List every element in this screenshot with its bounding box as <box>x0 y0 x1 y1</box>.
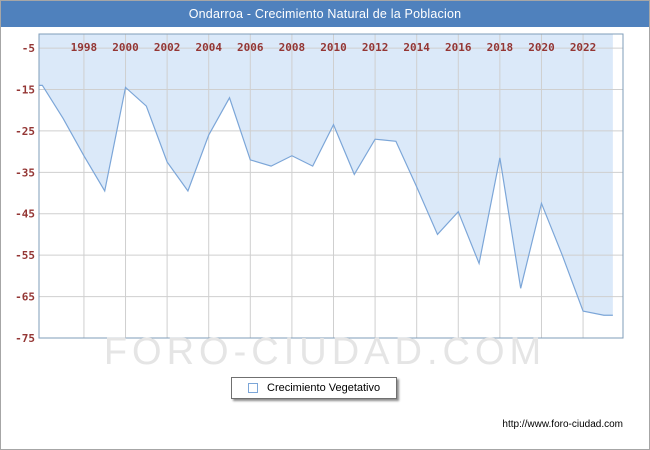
chart-title: Ondarroa - Crecimiento Natural de la Pob… <box>188 7 462 21</box>
svg-text:-65: -65 <box>15 291 35 304</box>
svg-text:2014: 2014 <box>403 41 430 54</box>
svg-text:2004: 2004 <box>195 41 222 54</box>
svg-text:-35: -35 <box>15 166 35 179</box>
svg-text:2020: 2020 <box>528 41 555 54</box>
svg-text:1998: 1998 <box>71 41 98 54</box>
svg-text:2008: 2008 <box>279 41 306 54</box>
svg-text:-15: -15 <box>15 83 35 96</box>
svg-text:2010: 2010 <box>320 41 347 54</box>
legend-swatch-icon <box>248 383 258 393</box>
line-series <box>39 84 613 316</box>
legend-label: Crecimiento Vegetativo <box>267 382 381 394</box>
chart-title-bar: Ondarroa - Crecimiento Natural de la Pob… <box>1 1 649 27</box>
svg-text:2012: 2012 <box>362 41 389 54</box>
svg-text:-5: -5 <box>22 42 35 55</box>
svg-text:-45: -45 <box>15 208 35 221</box>
svg-text:2018: 2018 <box>487 41 514 54</box>
area-series <box>39 34 613 316</box>
footer-url: http://www.foro-ciudad.com <box>502 419 623 430</box>
y-axis-labels: -5 -15 -25 -35 -45 -55 -65 -75 <box>15 42 35 345</box>
svg-text:2022: 2022 <box>570 41 597 54</box>
svg-text:-25: -25 <box>15 125 35 138</box>
plot-border <box>38 33 624 339</box>
x-axis-labels: 1998 2000 2002 2004 2006 2008 2010 2012 2014 2016… <box>71 41 597 54</box>
legend-box: Crecimiento Vegetativo <box>231 377 398 399</box>
svg-text:-75: -75 <box>15 332 35 345</box>
svg-text:2002: 2002 <box>154 41 181 54</box>
svg-text:2000: 2000 <box>112 41 139 54</box>
svg-text:2006: 2006 <box>237 41 264 54</box>
svg-text:2016: 2016 <box>445 41 472 54</box>
svg-text:-55: -55 <box>15 249 35 262</box>
